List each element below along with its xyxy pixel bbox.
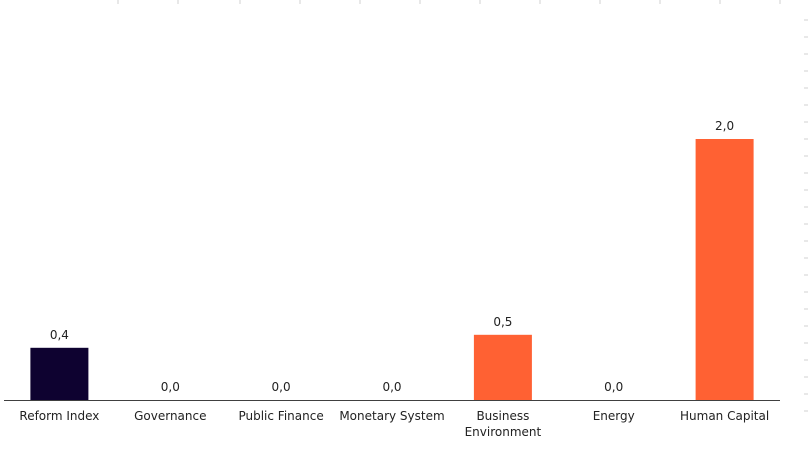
value-label-human-capital: 2,0 <box>715 119 734 133</box>
value-label-energy: 0,0 <box>604 380 623 394</box>
top-tick-marks <box>117 0 781 4</box>
category-label-line: Public Finance <box>238 409 323 423</box>
right-tick-marks <box>804 19 808 412</box>
bar-human-capital <box>695 139 754 400</box>
category-label-business-environment: Business Environment <box>465 409 542 439</box>
category-labels-group: Reform Index Governance Public Finance Mone… <box>19 409 769 439</box>
category-label-monetary-system: Monetary System <box>339 409 444 423</box>
bars-group <box>30 139 754 401</box>
bar-business-environment <box>473 334 532 401</box>
category-label-energy: Energy <box>593 409 635 423</box>
value-label-business-environment: 0,5 <box>493 315 512 329</box>
category-label-governance: Governance <box>134 409 206 423</box>
value-label-monetary-system: 0,0 <box>382 380 401 394</box>
category-label-line: Monetary System <box>339 409 444 423</box>
value-label-public-finance: 0,0 <box>272 380 291 394</box>
bar-reform-index <box>30 347 89 400</box>
category-label-line: Human Capital <box>680 409 769 423</box>
category-label-public-finance: Public Finance <box>238 409 323 423</box>
category-label-line: Governance <box>134 409 206 423</box>
value-label-reform-index: 0,4 <box>50 328 69 342</box>
category-label-reform-index: Reform Index <box>19 409 99 423</box>
value-label-governance: 0,0 <box>161 380 180 394</box>
category-label-line: Energy <box>593 409 635 423</box>
category-label-human-capital: Human Capital <box>680 409 769 423</box>
category-label-line: Business <box>476 409 529 423</box>
category-label-line: Environment <box>465 425 542 439</box>
value-labels-group: 0,4 0,0 0,0 0,0 0,5 0,0 2,0 <box>50 119 734 394</box>
category-label-line: Reform Index <box>19 409 99 423</box>
